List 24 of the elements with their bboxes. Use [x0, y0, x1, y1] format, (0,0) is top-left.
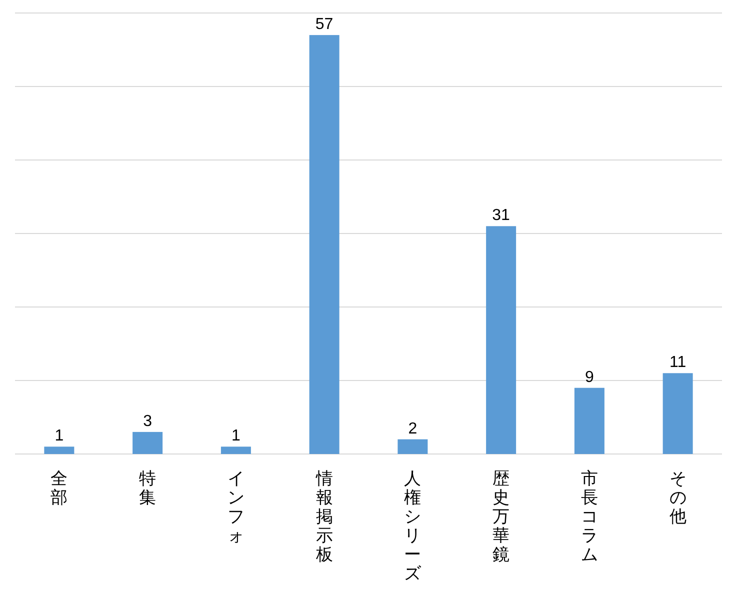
- x-tick-label: 特集: [139, 469, 156, 508]
- data-label: 2: [408, 420, 418, 438]
- x-tick-label: 歴史万華鏡: [492, 469, 510, 565]
- bar: [44, 446, 74, 454]
- bar: [398, 439, 428, 454]
- x-tick-label: 市長コラム: [580, 469, 598, 565]
- data-label: 57: [315, 16, 334, 34]
- bar: [309, 35, 340, 454]
- x-tick-label: 人権シリーズ: [404, 469, 422, 584]
- x-tick-label: 全部: [50, 469, 68, 508]
- data-label: 1: [231, 428, 240, 445]
- bar: [220, 446, 251, 454]
- data-label: 9: [584, 368, 594, 386]
- data-label: 31: [492, 207, 510, 224]
- bar: [486, 226, 516, 454]
- bar: [574, 388, 604, 454]
- data-label: 1: [54, 428, 64, 445]
- data-label: 11: [670, 354, 686, 372]
- x-tick-label: その他: [669, 469, 686, 527]
- x-tick-label: 情報掲示板: [314, 469, 333, 565]
- data-label: 3: [143, 412, 152, 430]
- x-tick-label: インフォ: [227, 469, 244, 546]
- bar: [132, 432, 163, 454]
- bar: [662, 373, 693, 454]
